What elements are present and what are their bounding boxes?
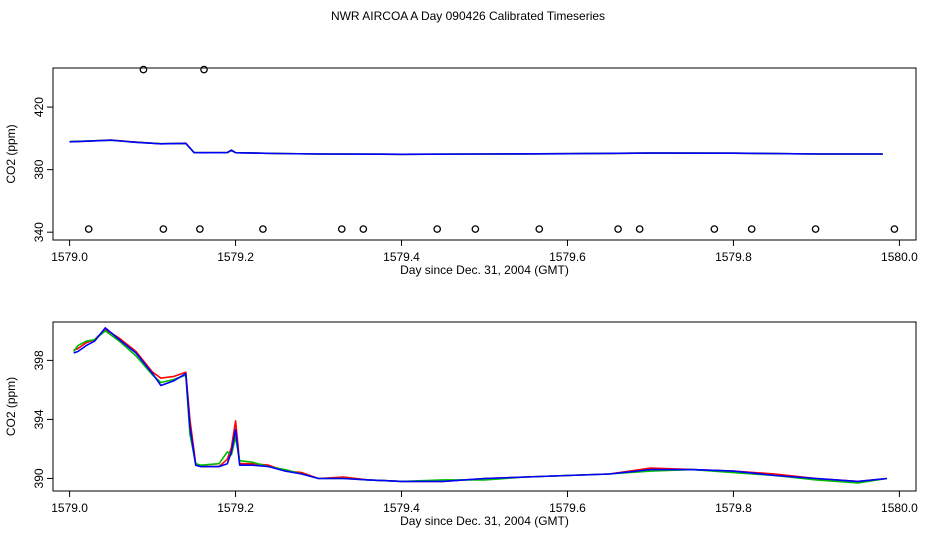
y-tick-label: 340: [32, 222, 46, 242]
series-line-green: [73, 330, 888, 484]
x-tick-label: 1579.8: [715, 250, 752, 264]
sample-point: [139, 65, 148, 74]
y-tick-label: 420: [32, 97, 46, 117]
sample-point: [84, 225, 93, 233]
x-tick-label: 1580.0: [881, 250, 918, 264]
sample-point: [196, 225, 204, 233]
y-tick-label: 398: [32, 350, 46, 370]
bottom-panel: 1579.0 1579.2 1579.4 1579.6 1579.8 1580.0 390 3…: [4, 321, 918, 528]
sample-point: [635, 225, 644, 233]
x-axis-label: Day since Dec. 31, 2004 (GMT): [400, 263, 569, 277]
x-tick-label: 1579.6: [549, 501, 586, 515]
sample-point: [359, 225, 368, 233]
plot-frame: [52, 321, 917, 492]
sample-point: [811, 225, 820, 233]
y-tick-label: 394: [32, 409, 46, 429]
series-line-blue: [73, 327, 888, 483]
series-line-blue: [69, 139, 883, 156]
sample-point: [890, 225, 899, 233]
sample-point: [747, 225, 756, 233]
y-axis-label: CO2 (ppm): [4, 377, 18, 436]
x-tick-label: 1580.0: [881, 501, 918, 515]
series-line-red: [73, 328, 888, 483]
x-tick-label: 1579.0: [51, 501, 88, 515]
sample-point: [159, 225, 168, 233]
sample-point: [535, 225, 544, 233]
y-axis-label: CO2 (ppm): [4, 124, 18, 183]
x-tick-label: 1579.4: [383, 250, 420, 264]
plot-frame: [52, 67, 917, 241]
x-tick-label: 1579.8: [715, 501, 752, 515]
x-tick-label: 1579.0: [51, 250, 88, 264]
x-axis-label: Day since Dec. 31, 2004 (GMT): [400, 514, 569, 528]
x-tick-label: 1579.4: [383, 501, 420, 515]
sample-point: [200, 65, 208, 74]
x-tick-label: 1579.2: [217, 250, 254, 264]
x-tick-label: 1579.6: [549, 250, 586, 264]
x-tick-label: 1579.2: [217, 501, 254, 515]
y-tick-label: 380: [32, 159, 46, 179]
top-panel: 1579.0 1579.2 1579.4 1579.6 1579.8 1580.0 340 3…: [4, 65, 918, 277]
sample-point: [259, 225, 267, 233]
sample-point: [471, 225, 480, 233]
sample-point: [337, 225, 346, 233]
series-line-green: [69, 139, 883, 156]
sample-point: [710, 225, 719, 233]
page-title: NWR AIRCOA A Day 090426 Calibrated Times…: [330, 9, 606, 23]
y-tick-label: 390: [32, 468, 46, 488]
sample-point: [614, 225, 622, 233]
sample-point: [433, 225, 442, 233]
series-line-red: [69, 139, 883, 156]
